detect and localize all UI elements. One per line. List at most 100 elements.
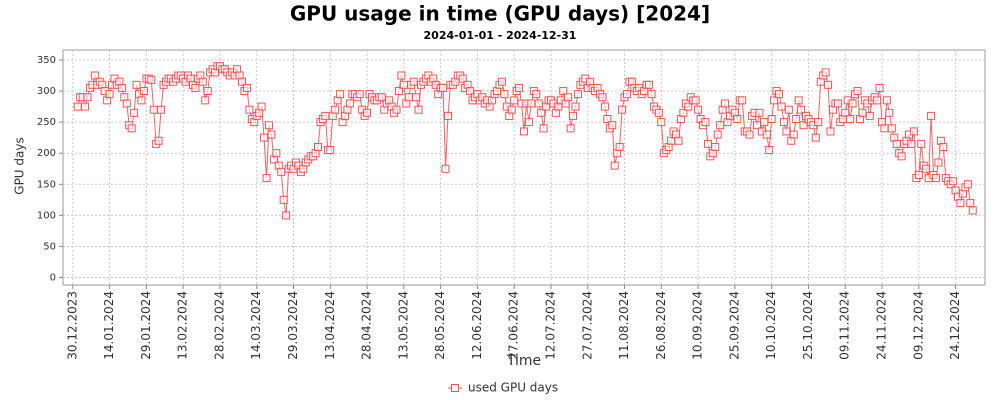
data-point: [564, 93, 573, 102]
data-point: [331, 105, 340, 114]
data-point: [127, 124, 136, 133]
y-tick-label: 250: [37, 117, 56, 128]
y-tick-label: 200: [37, 148, 56, 159]
data-point: [914, 170, 923, 179]
data-point: [404, 93, 413, 102]
data-point: [922, 164, 931, 173]
data-point: [853, 87, 862, 96]
data-point: [537, 108, 546, 117]
data-point: [917, 139, 926, 148]
data-point: [875, 83, 884, 92]
x-tick-label: 27.07.2024: [580, 291, 594, 360]
data-point: [272, 149, 281, 158]
data-point: [841, 108, 850, 117]
data-point: [794, 96, 803, 105]
y-tick-label: 0: [50, 273, 56, 284]
x-tick-label: 09.11.2024: [838, 291, 852, 360]
data-point: [458, 74, 467, 83]
data-point: [615, 142, 624, 151]
x-tick-label: 13.05.2024: [396, 291, 410, 360]
data-point: [784, 105, 793, 114]
data-point: [257, 102, 266, 111]
data-point: [760, 118, 769, 127]
data-point: [684, 102, 693, 111]
data-point: [654, 108, 663, 117]
data-point: [966, 198, 975, 207]
data-point: [500, 90, 509, 99]
data-point: [267, 130, 276, 139]
data-point: [703, 139, 712, 148]
data-point: [137, 96, 146, 105]
x-tick-label: 28.02.2024: [212, 291, 226, 360]
data-point: [882, 96, 891, 105]
data-point: [573, 90, 582, 99]
data-point: [765, 146, 774, 155]
data-point: [755, 108, 764, 117]
data-point: [833, 99, 842, 108]
y-tick-label: 100: [37, 210, 56, 221]
data-point: [927, 111, 936, 120]
data-point: [198, 77, 207, 86]
data-point: [524, 118, 533, 127]
data-point: [694, 105, 703, 114]
data-point: [130, 108, 139, 117]
data-point: [497, 77, 506, 86]
y-axis-label: GPU days: [13, 137, 27, 194]
y-tick-label: 300: [37, 86, 56, 97]
data-point: [510, 96, 519, 105]
data-point: [767, 115, 776, 124]
data-point: [355, 90, 364, 99]
data-point: [657, 118, 666, 127]
data-point: [775, 90, 784, 99]
data-point: [245, 105, 254, 114]
data-point: [858, 108, 867, 117]
data-point: [846, 115, 855, 124]
x-tick-label: 29.01.2024: [139, 291, 153, 360]
y-tick-label: 150: [37, 179, 56, 190]
data-point: [826, 127, 835, 136]
data-point: [520, 127, 528, 136]
x-tick-label: 10.10.2024: [764, 291, 778, 360]
data-point: [711, 142, 720, 151]
data-point: [811, 133, 820, 142]
x-tick-label: 12.07.2024: [543, 291, 557, 360]
data-point: [157, 105, 166, 114]
data-point: [83, 93, 92, 102]
data-point: [789, 130, 798, 139]
data-point: [931, 174, 940, 183]
data-point: [443, 111, 452, 120]
data-point: [559, 87, 568, 96]
data-point: [618, 105, 627, 114]
data-point: [880, 124, 889, 133]
data-point: [397, 71, 406, 80]
chart-subtitle: 2024-01-01 - 2024-12-31: [424, 29, 577, 42]
data-point: [679, 108, 688, 117]
data-point: [414, 105, 423, 114]
data-point: [394, 87, 403, 96]
data-point: [527, 99, 536, 108]
data-point: [279, 195, 288, 204]
data-point: [412, 93, 421, 102]
x-tick-label: 13.04.2024: [323, 291, 337, 360]
data-point: [282, 211, 291, 220]
data-point: [792, 115, 801, 124]
data-point: [956, 198, 965, 207]
data-point: [701, 118, 710, 127]
data-point: [73, 102, 82, 111]
x-tick-label: 14.03.2024: [249, 291, 263, 360]
legend-label: used GPU days: [468, 381, 558, 395]
data-point: [105, 90, 114, 99]
data-point: [238, 77, 247, 86]
data-point: [897, 152, 906, 161]
data-point: [191, 83, 200, 92]
x-axis-label: Time: [506, 353, 541, 369]
data-point: [515, 83, 524, 92]
y-tick-label: 50: [43, 241, 56, 252]
data-point: [392, 105, 401, 114]
data-point: [203, 87, 212, 96]
x-tick-label: 09.12.2024: [911, 291, 925, 360]
x-tick-label: 10.09.2024: [691, 291, 705, 360]
data-point: [90, 71, 99, 80]
data-point: [363, 108, 372, 117]
